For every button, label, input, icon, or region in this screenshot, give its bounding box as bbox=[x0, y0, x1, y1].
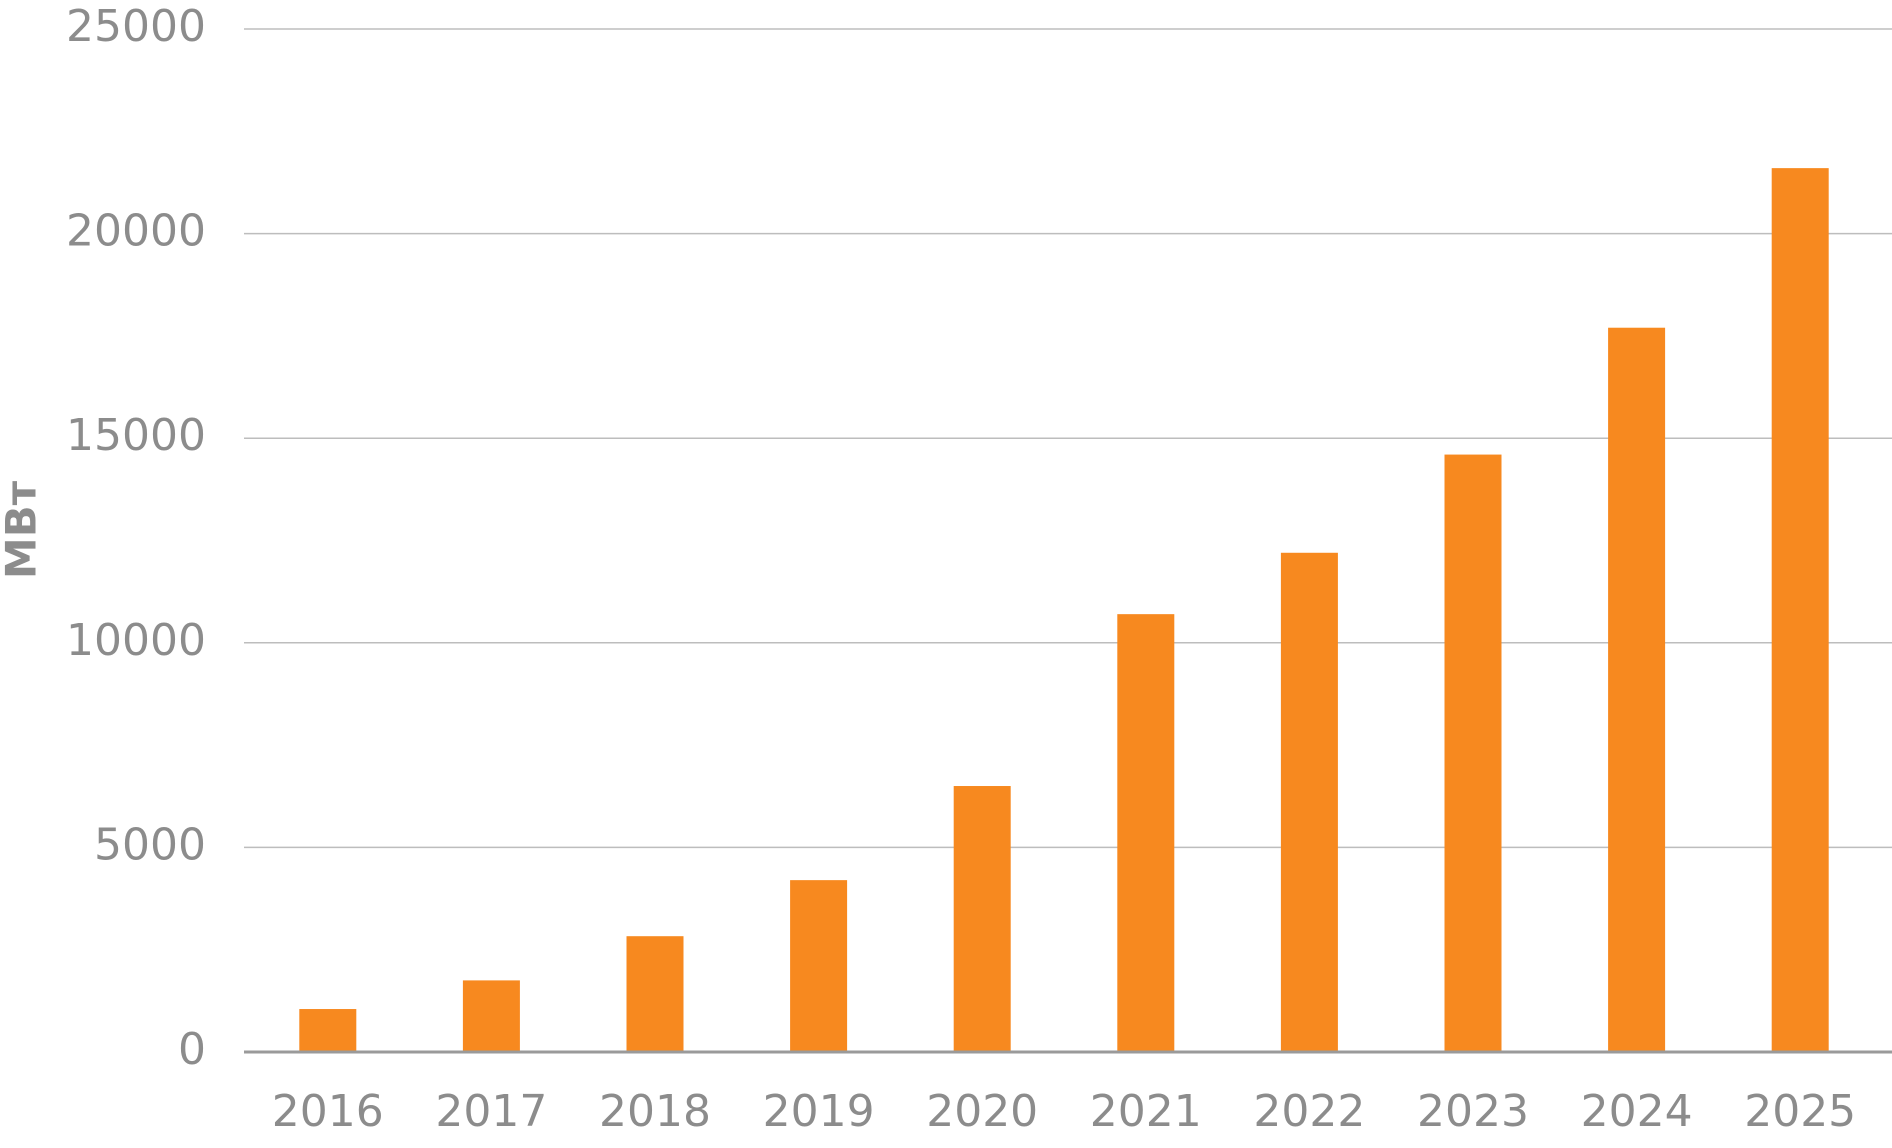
x-tick-label: 2018 bbox=[599, 1086, 711, 1137]
y-tick-label: 5000 bbox=[94, 819, 206, 870]
bar bbox=[1444, 454, 1502, 1052]
x-tick-label: 2019 bbox=[763, 1086, 875, 1137]
y-tick-label: 15000 bbox=[66, 410, 206, 461]
bar bbox=[790, 880, 848, 1052]
x-tick-label: 2021 bbox=[1090, 1086, 1202, 1137]
x-tick-label: 2022 bbox=[1253, 1086, 1365, 1137]
x-tick-label: 2016 bbox=[272, 1086, 384, 1137]
x-tick-label: 2023 bbox=[1417, 1086, 1529, 1137]
y-axis-title: МВт bbox=[0, 480, 46, 579]
bar bbox=[299, 1009, 357, 1052]
bar bbox=[1117, 614, 1175, 1052]
y-tick-label: 0 bbox=[178, 1024, 206, 1075]
bar bbox=[626, 936, 684, 1052]
x-tick-label: 2025 bbox=[1744, 1086, 1856, 1137]
bar bbox=[953, 786, 1011, 1052]
bar bbox=[1608, 327, 1666, 1052]
y-tick-label: 20000 bbox=[66, 206, 206, 257]
y-tick-label: 10000 bbox=[66, 615, 206, 666]
bar bbox=[462, 980, 520, 1052]
x-tick-label: 2020 bbox=[926, 1086, 1038, 1137]
x-tick-label: 2017 bbox=[435, 1086, 547, 1137]
x-tick-label: 2024 bbox=[1581, 1086, 1693, 1137]
y-tick-label: 25000 bbox=[66, 1, 206, 52]
bar bbox=[1280, 552, 1338, 1052]
bar bbox=[1771, 168, 1829, 1053]
